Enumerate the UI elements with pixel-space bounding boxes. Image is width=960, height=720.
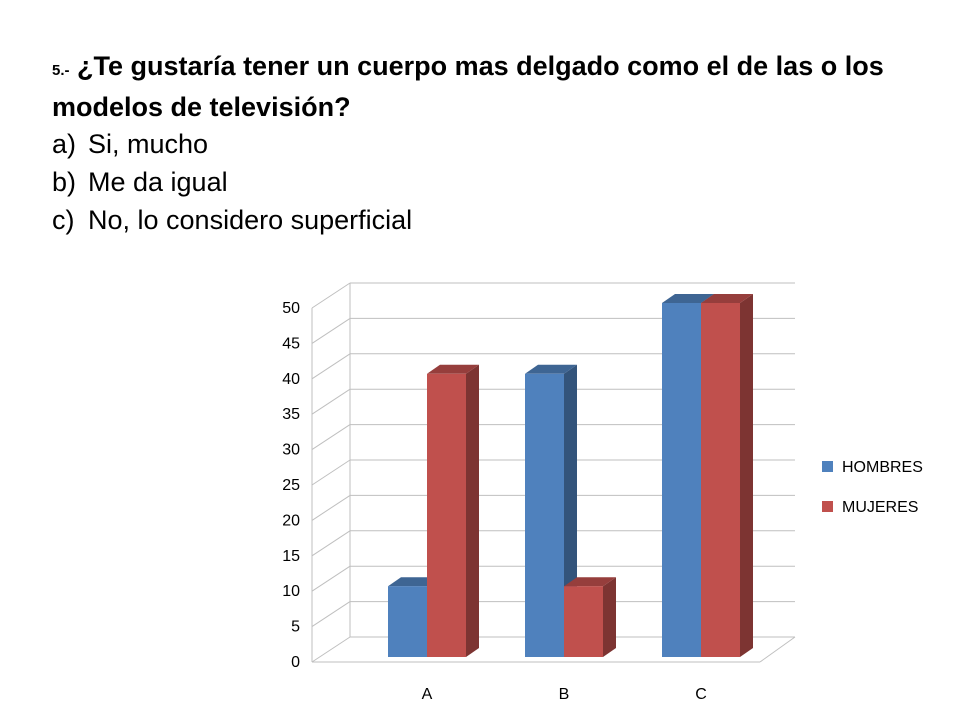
x-tick-label: A xyxy=(422,686,433,703)
y-tick-label: 0 xyxy=(291,654,300,671)
option-letter: a) xyxy=(52,129,77,159)
options-list: a) Si, mucho b) Me da igual c) No, lo consi… xyxy=(52,125,932,239)
option-letter: b) xyxy=(52,167,77,197)
x-tick-label: B xyxy=(559,686,570,703)
gridline-side xyxy=(311,530,351,557)
bar-hombres-a xyxy=(388,586,427,657)
bar-mujeres-c xyxy=(701,303,740,657)
gridline-side xyxy=(311,317,351,344)
gridline-side xyxy=(311,388,351,415)
gridline-side xyxy=(311,636,351,663)
legend-label: HOMBRES xyxy=(842,459,923,476)
question-body: ¿Te gustaría tener un cuerpo mas delgado… xyxy=(52,51,884,122)
y-tick-label: 5 xyxy=(291,619,300,636)
floor-right-edge xyxy=(759,636,796,663)
x-tick-label: C xyxy=(695,686,707,703)
option-text: Me da igual xyxy=(88,167,228,197)
question-block: 5.- ¿Te gustaría tener un cuerpo mas del… xyxy=(52,48,932,239)
legend-swatch xyxy=(822,501,833,512)
y-tick-label: 30 xyxy=(282,442,300,459)
option-c: c) No, lo considero superficial xyxy=(52,201,932,239)
bar-top xyxy=(427,364,479,374)
question-number: 5.- xyxy=(52,62,70,79)
y-tick-label: 10 xyxy=(282,583,300,600)
gridline-side xyxy=(311,494,351,521)
bar-mujeres-b xyxy=(564,586,603,657)
bar-hombres-b xyxy=(525,373,564,657)
gridline-side xyxy=(311,282,351,309)
bar-hombres-c xyxy=(662,303,701,657)
bar-top xyxy=(525,364,577,374)
y-tick-label: 25 xyxy=(282,477,300,494)
y-tick-label: 15 xyxy=(282,548,300,565)
bar-side xyxy=(740,294,753,657)
y-tick-label: 45 xyxy=(282,335,300,352)
option-text: Si, mucho xyxy=(88,129,209,159)
y-tick-label: 40 xyxy=(282,371,300,388)
option-text: No, lo considero superficial xyxy=(88,205,413,235)
bar-top xyxy=(662,294,714,303)
y-tick-label: 50 xyxy=(282,300,300,317)
bar-mujeres-a xyxy=(427,373,466,657)
y-tick-label: 20 xyxy=(282,512,300,529)
bar-side xyxy=(466,364,479,657)
option-letter: c) xyxy=(52,205,75,235)
option-b: b) Me da igual xyxy=(52,163,932,201)
gridline-side xyxy=(311,459,351,486)
gridline-side xyxy=(311,353,351,380)
y-tick-label: 35 xyxy=(282,406,300,423)
legend-swatch xyxy=(822,461,833,472)
bar-top xyxy=(701,294,753,303)
bar-side xyxy=(603,577,616,657)
option-a: a) Si, mucho xyxy=(52,125,932,163)
gridline-side xyxy=(311,565,351,592)
bar-top xyxy=(564,577,616,587)
question-text: 5.- ¿Te gustaría tener un cuerpo mas del… xyxy=(52,48,932,125)
legend-label: MUJERES xyxy=(842,499,918,516)
gridline-side xyxy=(311,601,351,628)
gridline-side xyxy=(311,424,351,451)
